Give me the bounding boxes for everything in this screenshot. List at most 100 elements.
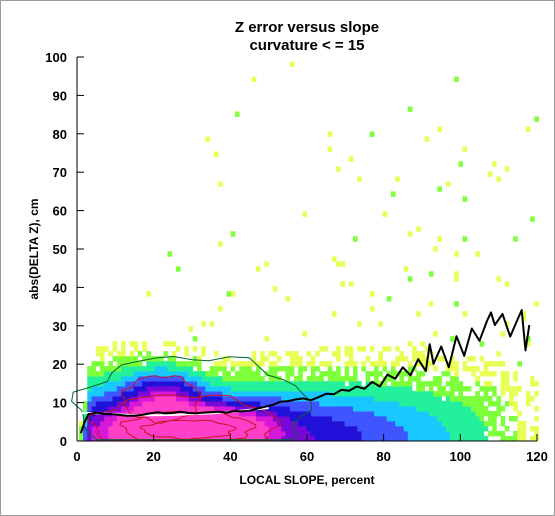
heat-cell — [496, 411, 501, 417]
heat-cell — [218, 386, 223, 392]
heat-cell — [121, 371, 126, 377]
heat-cell — [441, 431, 447, 437]
heat-cell — [496, 276, 501, 282]
heat-cell — [146, 366, 151, 372]
heat-cell — [87, 371, 92, 377]
heat-cell — [306, 416, 312, 422]
heat-cell — [175, 376, 181, 382]
heat-cell — [95, 416, 101, 422]
heat-cell — [315, 426, 320, 432]
heat-cell — [226, 371, 232, 377]
heat-cell — [331, 376, 337, 382]
heat-cell — [331, 421, 337, 427]
heat-cell — [403, 381, 409, 387]
heat-cell — [340, 386, 345, 392]
heat-cell — [154, 436, 160, 442]
heat-cell — [420, 416, 426, 422]
heat-cell — [272, 396, 278, 402]
heat-cell — [116, 436, 122, 442]
heat-cell — [403, 396, 409, 402]
heat-cell — [154, 416, 160, 422]
heat-cell — [222, 371, 227, 377]
heat-cell — [319, 376, 324, 382]
heat-cell — [390, 371, 396, 377]
heat-cell — [369, 431, 375, 437]
heat-cell — [365, 376, 371, 382]
heat-cell — [175, 361, 181, 367]
heat-cell — [310, 411, 316, 417]
heat-cell — [310, 356, 316, 362]
heat-cell — [137, 386, 143, 392]
heat-cell — [336, 426, 341, 432]
heat-cell — [315, 366, 320, 372]
heat-cell — [251, 396, 257, 402]
heat-cell — [205, 426, 210, 432]
heat-cell — [142, 391, 147, 397]
heat-cell — [298, 401, 303, 407]
heat-cell — [243, 421, 248, 427]
heat-cell — [357, 381, 362, 387]
heat-cell — [277, 426, 282, 432]
heat-cell — [175, 386, 181, 392]
heat-cell — [205, 391, 210, 397]
heat-cell — [150, 396, 156, 402]
heat-cell — [395, 411, 400, 417]
heat-cell — [87, 436, 92, 442]
chart-subtitle: curvature < = 15 — [249, 37, 364, 54]
heat-cell — [378, 431, 383, 437]
heat-cell — [175, 431, 181, 437]
heat-cell — [302, 381, 307, 387]
heat-cell — [462, 431, 468, 437]
heat-cell — [171, 386, 177, 392]
heat-cell — [412, 411, 417, 417]
heat-cell — [247, 426, 253, 432]
heat-cell — [428, 421, 434, 427]
heat-cell — [433, 376, 438, 382]
heat-cell — [525, 126, 531, 132]
heat-cell — [180, 421, 185, 427]
heat-cell — [251, 401, 257, 407]
heat-cell — [466, 401, 472, 407]
heat-cell — [192, 361, 198, 367]
heat-cell — [399, 391, 404, 397]
heat-cell — [289, 436, 295, 442]
heat-cell — [306, 431, 312, 437]
heat-cell — [201, 396, 206, 402]
heat-cell — [281, 421, 286, 427]
heat-cell — [133, 356, 139, 362]
heat-cell — [407, 106, 413, 112]
heat-cell — [146, 401, 151, 407]
heat-cell — [450, 421, 455, 427]
heat-cell — [319, 436, 324, 442]
heat-cell — [272, 386, 278, 392]
heat-cell — [142, 341, 147, 347]
heat-cell — [197, 356, 202, 362]
heat-cell — [378, 386, 383, 392]
heat-cell — [95, 346, 101, 352]
heat-cell — [302, 431, 307, 437]
heat-cell — [395, 421, 400, 427]
heat-cell — [433, 436, 438, 442]
heat-cell — [353, 366, 358, 372]
heat-cell — [243, 366, 248, 372]
heat-cell — [121, 341, 126, 347]
heat-cell — [87, 391, 92, 397]
heat-cell — [192, 371, 198, 377]
heat-cell — [433, 401, 438, 407]
heat-cell — [445, 431, 451, 437]
heat-cell — [205, 381, 210, 387]
heat-cell — [167, 376, 173, 382]
heat-cell — [357, 401, 362, 407]
heat-cell — [239, 431, 244, 437]
heat-cell — [336, 411, 341, 417]
heat-cell — [471, 411, 476, 417]
heat-cell — [365, 396, 371, 402]
heat-cell — [382, 406, 388, 412]
heat-cell — [454, 421, 459, 427]
heat-cell — [416, 311, 421, 317]
heat-cell — [142, 376, 147, 382]
heat-cell — [146, 426, 151, 432]
heat-cell — [230, 396, 236, 402]
heat-cell — [450, 356, 455, 362]
heat-cell — [213, 431, 219, 437]
